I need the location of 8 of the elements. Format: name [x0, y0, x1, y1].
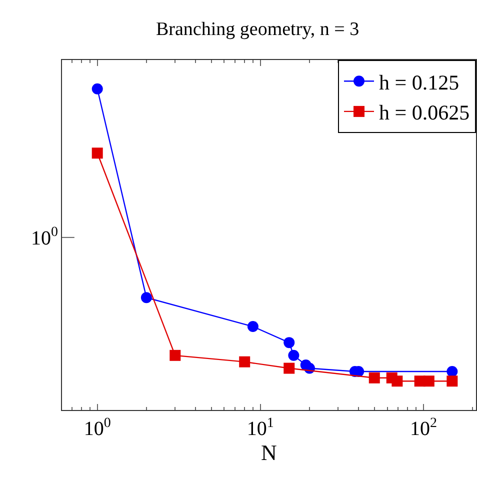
text: 10$^{0}$ [31, 225, 58, 250]
chart-title: Branching geometry, n = 3 [156, 19, 360, 40]
x-tick-label: 10$^{0}$ [84, 416, 111, 440]
x-tick-label: 10$^{2}$ [410, 416, 437, 440]
x-tick-label: 10$^{1}$ [246, 416, 274, 440]
x-axis-title: N [261, 440, 278, 466]
legend-label: h = 0.125 [379, 70, 460, 94]
legend-label: h = 0.0625 [379, 100, 470, 125]
